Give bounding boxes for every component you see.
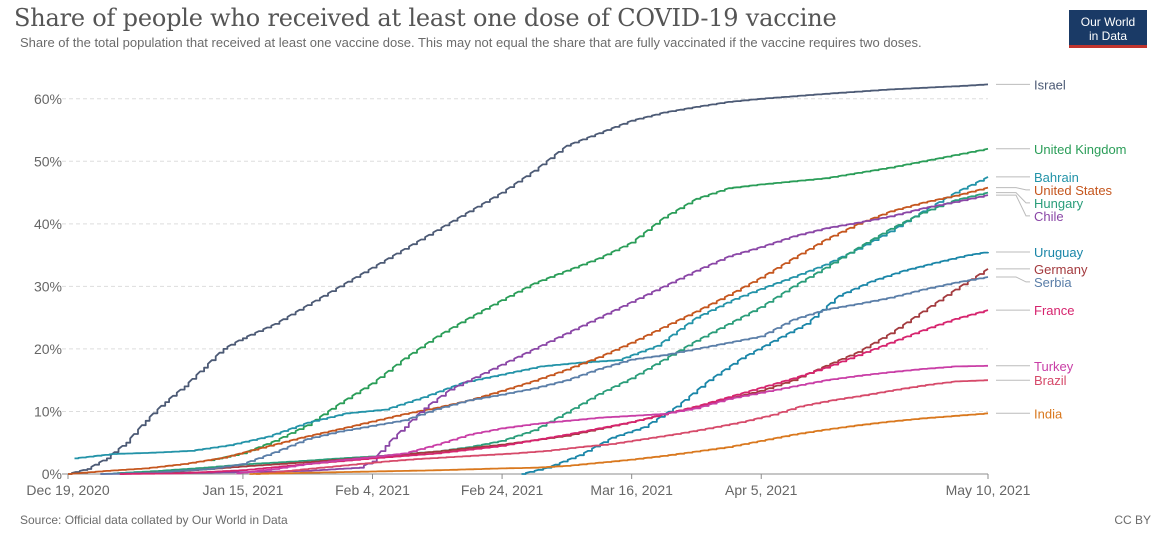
label-connector xyxy=(996,276,1030,283)
series-label-brazil: Brazil xyxy=(1034,373,1067,388)
x-tick-label: May 10, 2021 xyxy=(946,482,1031,498)
series-label-chile: Chile xyxy=(1034,209,1064,224)
x-tick-label: Apr 5, 2021 xyxy=(725,482,798,498)
y-tick-label: 20% xyxy=(34,341,62,357)
series-label-bahrain: Bahrain xyxy=(1034,170,1079,185)
y-tick-label: 40% xyxy=(34,216,62,232)
x-tick-label: Feb 4, 2021 xyxy=(335,482,410,498)
logo-line-1: Our World xyxy=(1080,15,1136,29)
y-tick-label: 60% xyxy=(34,91,62,107)
series-label-uruguay: Uruguay xyxy=(1034,245,1084,260)
series-line-chile xyxy=(100,194,989,475)
our-world-in-data-logo[interactable]: Our World in Data xyxy=(1069,10,1147,48)
logo-accent-bar xyxy=(1069,45,1147,48)
series-line-israel xyxy=(68,83,989,475)
series-label-turkey: Turkey xyxy=(1034,359,1074,374)
x-tick-label: Feb 24, 2021 xyxy=(461,482,544,498)
series-line-turkey xyxy=(236,364,989,475)
series-label-india: India xyxy=(1034,406,1063,421)
chart-title: Share of people who received at least on… xyxy=(14,4,837,32)
series-label-united-states: United States xyxy=(1034,183,1113,198)
series-label-germany: Germany xyxy=(1034,262,1088,277)
label-connector xyxy=(996,187,1030,191)
y-tick-label: 30% xyxy=(34,278,62,294)
chart-subtitle: Share of the total population that recei… xyxy=(20,35,922,50)
series-line-hungary xyxy=(113,191,989,475)
series-line-united-states xyxy=(68,186,989,475)
series-label-serbia: Serbia xyxy=(1034,275,1072,290)
source-note: Source: Official data collated by Our Wo… xyxy=(20,513,288,527)
series-line-india xyxy=(249,412,989,475)
series-line-brazil xyxy=(255,379,989,475)
y-tick-label: 0% xyxy=(42,466,62,482)
x-tick-label: Dec 19, 2020 xyxy=(26,482,109,498)
series-line-bahrain xyxy=(74,176,989,460)
series-label-hungary: Hungary xyxy=(1034,196,1084,211)
series-line-united-kingdom xyxy=(210,147,989,462)
series-label-united-kingdom: United Kingdom xyxy=(1034,142,1127,157)
x-tick-label: Jan 15, 2021 xyxy=(202,482,283,498)
series-line-france xyxy=(119,309,989,475)
label-connector xyxy=(996,194,1030,217)
series-line-serbia xyxy=(100,276,989,475)
label-connector xyxy=(996,192,1030,204)
logo-line-2: in Data xyxy=(1088,29,1128,43)
y-tick-label: 10% xyxy=(34,403,62,419)
series-label-france: France xyxy=(1034,303,1074,318)
y-tick-label: 50% xyxy=(34,153,62,169)
series-label-israel: Israel xyxy=(1034,77,1066,92)
x-tick-label: Mar 16, 2021 xyxy=(590,482,673,498)
license-label[interactable]: CC BY xyxy=(1114,513,1151,527)
series-line-germany xyxy=(119,268,989,475)
